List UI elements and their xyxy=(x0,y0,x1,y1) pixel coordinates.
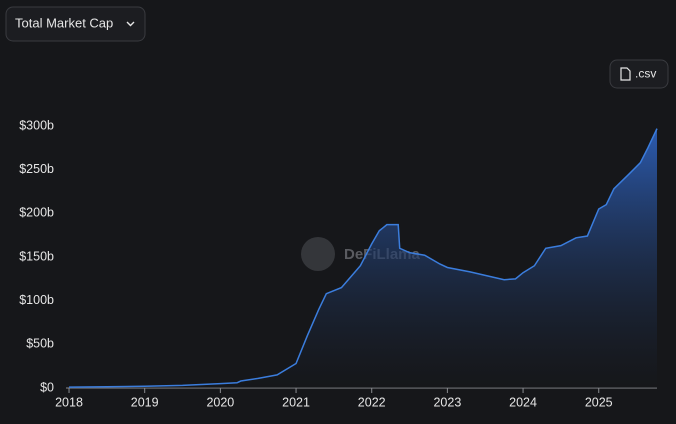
line xyxy=(69,128,658,388)
metric-dropdown[interactable] xyxy=(5,6,146,42)
y-tick-label: $200b xyxy=(19,206,54,220)
x-tick-label: 2020 xyxy=(206,395,234,409)
y-tick-label: $300b xyxy=(19,118,54,132)
x-tick-label: 2022 xyxy=(358,395,386,409)
x-tick-label: 2024 xyxy=(509,395,537,409)
dropdown-label: Total Market Cap xyxy=(15,15,113,30)
y-tick-label: $100b xyxy=(19,293,54,307)
x-tick-label: 2025 xyxy=(585,395,613,409)
y-tick-label: $250b xyxy=(19,162,54,176)
file-icon xyxy=(620,67,631,81)
y-tick-label: $0 xyxy=(40,380,54,394)
x-tick-label: 2019 xyxy=(131,395,159,409)
y-tick-label: $50b xyxy=(26,337,54,351)
x-tick-label: 2018 xyxy=(55,395,83,409)
x-tick-label: 2021 xyxy=(282,395,310,409)
csv-label: .csv xyxy=(635,67,656,81)
y-tick-label: $150b xyxy=(19,249,54,263)
watermark-logo xyxy=(301,237,335,271)
area xyxy=(69,128,658,388)
csv-button[interactable] xyxy=(609,59,669,89)
chevron-icon xyxy=(126,21,135,27)
x-tick-label: 2023 xyxy=(433,395,461,409)
